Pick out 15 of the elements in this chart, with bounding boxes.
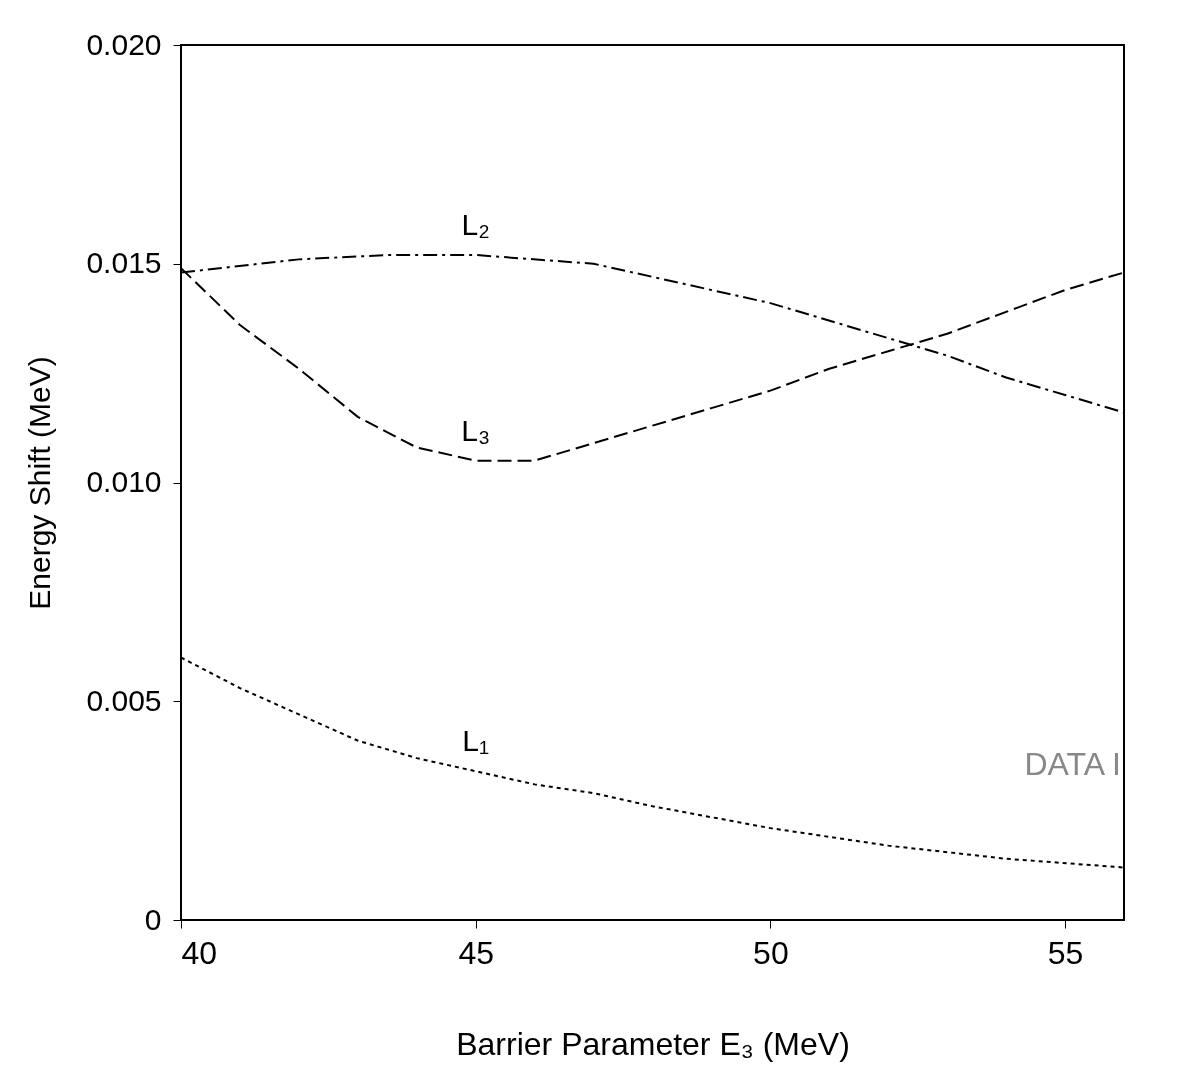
y-tick-label: 0.015 (86, 246, 162, 280)
x-tick-label: 45 (458, 934, 494, 971)
y-tick-label: 0 (144, 902, 162, 936)
annotation: DATA I (1024, 746, 1121, 782)
y-tick-label: 0.005 (86, 683, 162, 717)
x-axis-title: Barrier Parameter E₃ (MeV) (456, 1025, 850, 1062)
y-tick-label: 0.020 (86, 27, 162, 61)
series-label: L₁ (462, 724, 490, 758)
y-tick-label: 0.010 (86, 465, 162, 498)
x-tick-label: 50 (753, 934, 789, 971)
series-label: L₃ (461, 413, 491, 447)
x-tick-label: 40 (181, 934, 218, 971)
x-tick-label: 55 (1047, 934, 1084, 971)
y-axis-title: Energy Shift (MeV) (23, 356, 57, 610)
series-label: L₂ (461, 208, 490, 241)
